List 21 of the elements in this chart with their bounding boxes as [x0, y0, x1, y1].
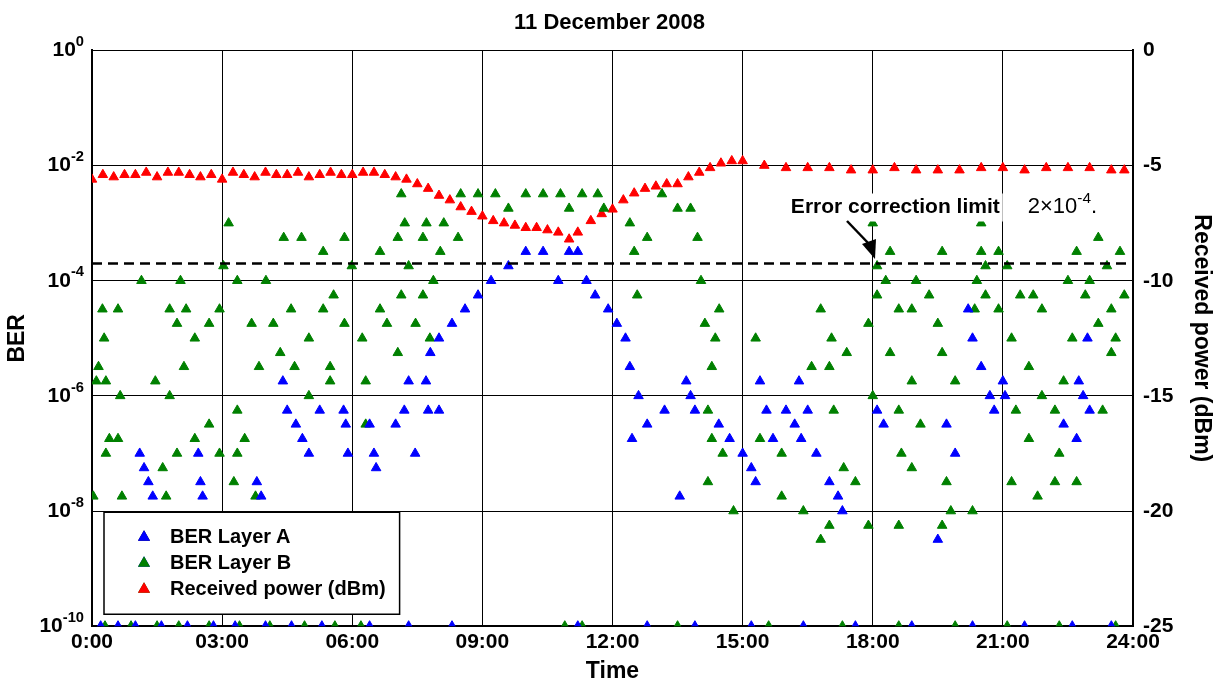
- x-tick-label: 0:00: [70, 628, 114, 652]
- x-tick-label: 12:00: [585, 628, 640, 652]
- x-tick-label: 06:00: [325, 628, 380, 652]
- legend-label: BER Layer B: [170, 550, 292, 573]
- chart-title: 11 December 2008: [514, 9, 705, 35]
- y2-tick-label: -15: [1143, 382, 1174, 406]
- y2-tick-label: -10: [1143, 267, 1174, 291]
- x-tick-label: 09:00: [455, 628, 510, 652]
- x-tick-label: 18:00: [845, 628, 900, 652]
- y2-tick-label: 0: [1143, 37, 1155, 61]
- x-tick-label: 21:00: [976, 628, 1030, 652]
- x-tick-label: 03:00: [195, 628, 249, 652]
- y2-tick-label: -5: [1143, 152, 1162, 176]
- legend-label: Received power (dBm): [170, 576, 386, 599]
- legend-label: BER Layer A: [170, 524, 291, 547]
- x-axis-title: Time: [585, 656, 640, 683]
- y-axis-title: BER: [3, 313, 30, 363]
- x-tick-label: 15:00: [715, 628, 770, 652]
- ref-line-label: Error correction limit: [790, 194, 1000, 218]
- y2-axis-title: Received power (dBm): [1189, 214, 1216, 463]
- y2-tick-label: -20: [1143, 497, 1174, 521]
